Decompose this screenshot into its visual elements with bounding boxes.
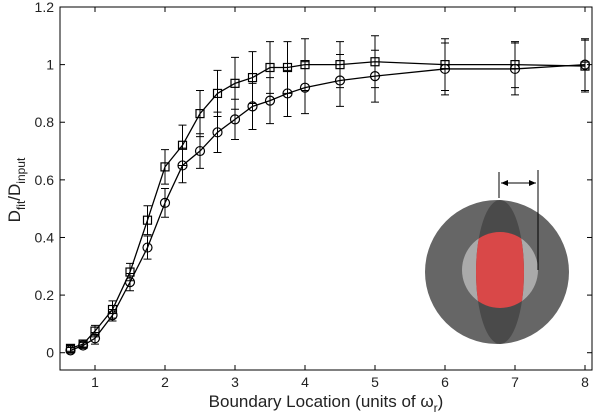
point [194, 145, 206, 157]
error-bar [178, 147, 187, 184]
point [142, 242, 153, 253]
error-bar [336, 54, 344, 107]
point [369, 71, 381, 82]
error-bar [213, 69, 222, 117]
point [212, 127, 223, 138]
point [107, 310, 118, 321]
point [142, 215, 153, 225]
y-axis-label: Dfit/Dinput [5, 157, 28, 222]
point [230, 78, 240, 88]
point [247, 72, 258, 83]
point [265, 62, 275, 73]
y-tick-label: 0.2 [35, 287, 55, 303]
error-bar [196, 90, 204, 138]
point [509, 63, 521, 75]
x-label-sub: r [434, 401, 438, 415]
point [299, 82, 311, 93]
error-bar [441, 42, 449, 96]
error-bar [371, 49, 379, 103]
error-bar [126, 272, 134, 292]
point [65, 345, 76, 356]
point [195, 108, 205, 119]
x-tick-label: 5 [371, 374, 379, 390]
y-tick-label: 0.4 [35, 229, 55, 245]
error-bar [66, 347, 75, 354]
point [212, 88, 223, 99]
point [89, 333, 101, 344]
point [160, 162, 170, 172]
error-bar [161, 188, 169, 218]
y-tick-label: 1 [46, 57, 54, 73]
x-tick-label: 4 [301, 374, 309, 390]
x-tick-label: 1 [91, 374, 99, 390]
point [229, 114, 241, 125]
y-label-part: /D [5, 184, 24, 201]
x-tick-label: 6 [441, 374, 449, 390]
series-line [70, 61, 586, 350]
point [247, 101, 258, 112]
y-label-sub: fit [14, 200, 28, 210]
error-bar [108, 309, 117, 322]
arrow-head [501, 180, 536, 186]
point [124, 277, 136, 288]
plot-frame [59, 6, 593, 371]
error-bar [283, 69, 292, 117]
x-tick-label: 8 [581, 374, 589, 390]
error-bar [213, 111, 222, 153]
y-tick-label: 1.2 [35, 0, 55, 15]
point [159, 197, 171, 209]
error-bar [511, 42, 519, 96]
point [334, 75, 346, 86]
x-axis-label: Boundary Location (units of ωr) [209, 392, 444, 415]
error-bar [301, 61, 309, 115]
error-bar [143, 205, 152, 236]
point [177, 160, 188, 171]
x-tick-label: 3 [231, 374, 239, 390]
point [439, 63, 451, 75]
error-bar [196, 133, 204, 169]
x-label-part: Boundary Location (units of ω [209, 392, 434, 411]
error-bar [248, 82, 257, 130]
point [264, 95, 276, 106]
y-label-sub: input [14, 157, 28, 184]
y-label-part: D [5, 210, 24, 222]
y-tick-label: 0.6 [35, 172, 55, 188]
error-bar [581, 38, 589, 92]
error-bar [231, 98, 239, 141]
error-bar [143, 235, 152, 260]
error-bar [161, 149, 169, 185]
error-bar [79, 342, 88, 349]
point [282, 88, 293, 99]
x-label-part: ) [438, 392, 444, 411]
y-tick-label: 0.8 [35, 114, 55, 130]
error-bar [266, 77, 274, 125]
inset-diagram [425, 170, 569, 344]
overlap [476, 232, 524, 308]
error-bar [91, 332, 99, 345]
y-tick-label: 0 [46, 345, 54, 361]
x-tick-label: 7 [511, 374, 519, 390]
point [579, 59, 591, 70]
point [77, 340, 89, 351]
x-tick-label: 2 [161, 374, 169, 390]
